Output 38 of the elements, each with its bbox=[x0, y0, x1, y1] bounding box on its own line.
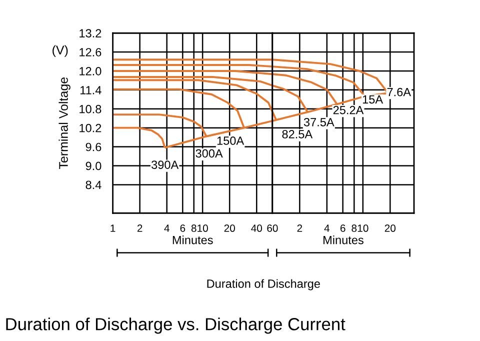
x-axis-title: Duration of Discharge bbox=[207, 279, 320, 290]
text: Duration of Discharge vs. Discharge Current bbox=[6, 318, 346, 334]
series-label: 82.5A bbox=[282, 130, 313, 138]
y-tick-label: 8.4 bbox=[86, 180, 102, 190]
series-label: 37.5A bbox=[304, 118, 334, 126]
x-tick-label: 4 bbox=[164, 224, 170, 232]
y-tick-label: 9.0 bbox=[86, 162, 102, 170]
y-tick-label: 12.6 bbox=[80, 48, 102, 56]
y-tick-label: 12.0 bbox=[80, 67, 102, 76]
series-label: 150A bbox=[217, 136, 244, 145]
x-tick-label: 20 bbox=[224, 224, 235, 232]
series-label: 15A bbox=[362, 95, 384, 104]
y-tick-label: 10.2 bbox=[80, 124, 102, 132]
x-tick-label: 10 bbox=[358, 224, 368, 232]
x-tick-label: 60 bbox=[267, 224, 278, 232]
text: (V) bbox=[52, 45, 68, 57]
x-tick-label: 6 bbox=[180, 224, 186, 232]
x-tick-label: 40 bbox=[251, 224, 262, 232]
series-label: 300A bbox=[196, 149, 223, 158]
x-tick-label: 1 bbox=[110, 224, 116, 232]
series-label: 7.6A bbox=[387, 88, 412, 96]
x-tick-label: 10 bbox=[198, 224, 208, 232]
series-label: 25.2A bbox=[333, 106, 364, 114]
y-tick-label: 10.8 bbox=[80, 104, 102, 114]
x-tick-label: 4 bbox=[324, 224, 330, 232]
y-tick-label: 9.6 bbox=[86, 142, 102, 152]
x-tick-label: 8 bbox=[191, 224, 196, 232]
y-tick-label: 11.4 bbox=[80, 86, 102, 94]
text: Minutes bbox=[324, 236, 364, 244]
x-tick-label: 2 bbox=[137, 224, 142, 232]
x-tick-label: 6 bbox=[340, 224, 346, 232]
text: Minutes bbox=[172, 236, 213, 244]
y-tick-label: 13.2 bbox=[80, 29, 102, 38]
x-tick-label: 2 bbox=[297, 224, 302, 232]
x-tick-label: 8 bbox=[352, 224, 357, 232]
x-tick-label: 20 bbox=[384, 224, 396, 232]
series-label: 390A bbox=[152, 160, 179, 169]
y-axis-title: Terminal Voltage bbox=[58, 77, 70, 170]
